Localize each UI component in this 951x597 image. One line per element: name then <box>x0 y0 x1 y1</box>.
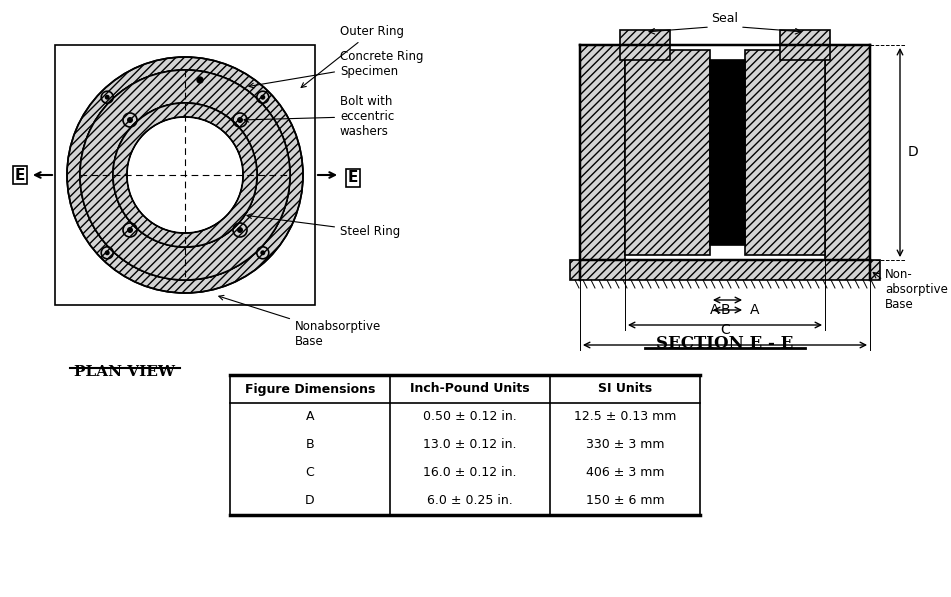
Text: 0.50 ± 0.12 in.: 0.50 ± 0.12 in. <box>423 411 517 423</box>
Bar <box>825 45 870 260</box>
Text: Non-
absorptive
Base: Non- absorptive Base <box>885 269 948 312</box>
Circle shape <box>105 95 109 100</box>
Text: Steel Ring: Steel Ring <box>247 214 400 238</box>
Wedge shape <box>80 70 290 280</box>
Text: PLAN VIEW: PLAN VIEW <box>74 365 176 379</box>
Circle shape <box>237 227 243 233</box>
Text: A: A <box>306 411 314 423</box>
Circle shape <box>127 227 133 233</box>
Text: E: E <box>348 171 359 186</box>
Text: E: E <box>15 168 25 183</box>
Text: 12.5 ± 0.13 mm: 12.5 ± 0.13 mm <box>573 411 676 423</box>
Wedge shape <box>113 103 257 247</box>
Text: Seal: Seal <box>711 12 739 25</box>
Bar <box>55 45 315 305</box>
Text: C: C <box>305 466 315 479</box>
Circle shape <box>127 117 133 123</box>
Bar <box>745 50 825 255</box>
Text: D: D <box>908 146 919 159</box>
Text: Inch-Pound Units: Inch-Pound Units <box>410 383 530 395</box>
Circle shape <box>237 117 243 123</box>
Text: B: B <box>305 439 315 451</box>
Text: 330 ± 3 mm: 330 ± 3 mm <box>586 439 664 451</box>
Text: B: B <box>720 303 729 317</box>
Bar <box>580 45 625 260</box>
Text: SECTION E - E: SECTION E - E <box>656 335 794 352</box>
Circle shape <box>261 250 265 256</box>
Text: Figure Dimensions: Figure Dimensions <box>244 383 376 395</box>
Text: D: D <box>305 494 315 507</box>
Text: Outer Ring: Outer Ring <box>301 25 404 88</box>
Text: 6.0 ± 0.25 in.: 6.0 ± 0.25 in. <box>427 494 513 507</box>
Bar <box>570 260 880 280</box>
Circle shape <box>128 118 242 232</box>
Bar <box>780 30 830 60</box>
Bar <box>710 60 745 245</box>
Text: 406 ± 3 mm: 406 ± 3 mm <box>586 466 664 479</box>
Text: 13.0 ± 0.12 in.: 13.0 ± 0.12 in. <box>423 439 516 451</box>
Text: Concrete Ring
Specimen: Concrete Ring Specimen <box>249 50 423 88</box>
Bar <box>620 30 670 60</box>
Text: A: A <box>750 303 760 317</box>
Circle shape <box>197 77 203 83</box>
Text: A: A <box>710 303 720 317</box>
Circle shape <box>261 95 265 100</box>
Circle shape <box>105 250 109 256</box>
Wedge shape <box>67 57 303 293</box>
Text: SI Units: SI Units <box>598 383 652 395</box>
Text: Nonabsorptive
Base: Nonabsorptive Base <box>219 296 381 348</box>
Text: 16.0 ± 0.12 in.: 16.0 ± 0.12 in. <box>423 466 516 479</box>
Text: Bolt with
eccentric
washers: Bolt with eccentric washers <box>244 95 395 138</box>
Bar <box>625 50 710 255</box>
Text: C: C <box>720 323 729 337</box>
Text: 150 ± 6 mm: 150 ± 6 mm <box>586 494 665 507</box>
